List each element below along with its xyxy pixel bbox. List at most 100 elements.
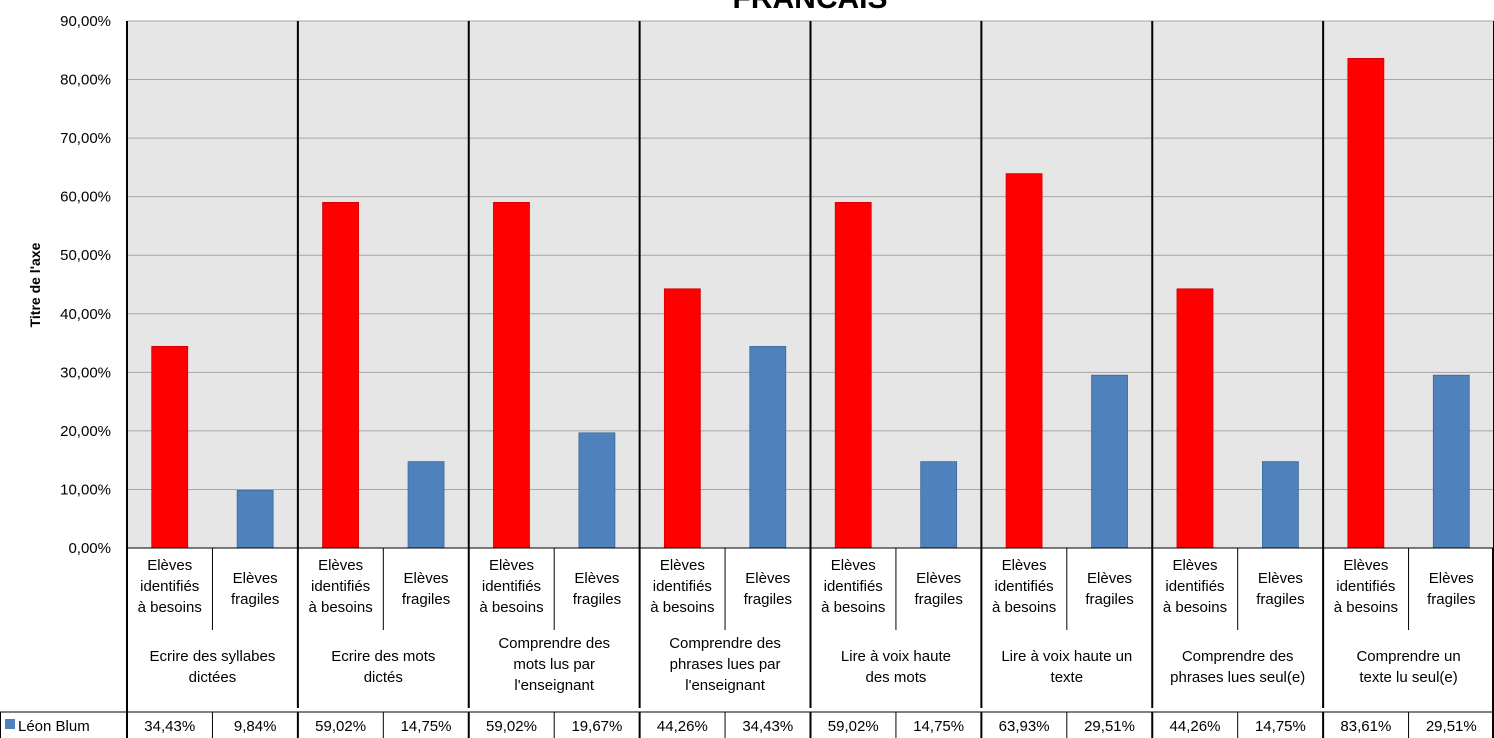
group-label: Lire à voix haute xyxy=(841,648,951,665)
subcategory-label: Elèves xyxy=(1002,557,1047,574)
bar-fragile xyxy=(920,461,958,549)
bar-fragile xyxy=(236,489,274,549)
subcategory-label: fragiles xyxy=(1427,591,1475,608)
y-axis: 0,00% 10,00% 20,00% 30,00% 40,00% 50,00% 60,00… xyxy=(60,13,111,557)
group-label: phrases lues par xyxy=(670,656,781,673)
subcategory-label: à besoins xyxy=(821,599,885,616)
group-label: dictées xyxy=(189,669,237,686)
legend-label: Léon Blum xyxy=(18,718,90,735)
y-tick-label: 0,00% xyxy=(68,540,111,557)
subcategory-label: Elèves xyxy=(318,557,363,574)
subcategory-label: fragiles xyxy=(573,591,621,608)
group-label: texte lu seul(e) xyxy=(1359,669,1457,686)
y-axis-title: Titre de l'axe xyxy=(27,242,43,327)
bar-identified xyxy=(322,202,359,549)
subcategory-label: identifiés xyxy=(653,578,712,595)
x-axis: Elèves identifiés à besoins Elèves fragiles E… xyxy=(126,547,1494,738)
bar-fragile xyxy=(749,345,787,549)
subcategory-label: Elèves xyxy=(404,570,449,587)
data-label: 59,02% xyxy=(486,718,537,735)
group-label: des mots xyxy=(866,669,927,686)
bar-identified xyxy=(663,288,701,549)
subcategory-label: à besoins xyxy=(1334,599,1398,616)
subcategory-label: identifiés xyxy=(1336,578,1395,595)
group-label: Comprendre des xyxy=(498,635,610,652)
group-label: mots lus par xyxy=(513,656,595,673)
subcategory-label: Elèves xyxy=(1429,570,1474,587)
subcategory-label: Elèves xyxy=(574,570,619,587)
y-tick-label: 30,00% xyxy=(60,364,111,381)
y-tick-label: 60,00% xyxy=(60,189,111,206)
bar-fragile xyxy=(407,461,445,549)
subcategory-label: fragiles xyxy=(744,591,792,608)
y-tick-label: 40,00% xyxy=(60,306,111,323)
data-label: 14,75% xyxy=(913,718,964,735)
group-label: texte xyxy=(1051,669,1084,686)
data-label: 59,02% xyxy=(828,718,879,735)
bar-identified xyxy=(151,345,189,549)
y-tick-label: 70,00% xyxy=(60,130,111,147)
subcategory-label: à besoins xyxy=(308,599,372,616)
data-label: 14,75% xyxy=(1255,718,1306,735)
subcategory-label: Elèves xyxy=(147,557,192,574)
data-label: 29,51% xyxy=(1084,718,1135,735)
group-label: Ecrire des mots xyxy=(331,648,435,665)
subcategory-label: Elèves xyxy=(489,557,534,574)
subcategory-label: à besoins xyxy=(992,599,1056,616)
data-label: 44,26% xyxy=(1170,718,1221,735)
group-label: phrases lues seul(e) xyxy=(1170,669,1305,686)
subcategory-label: à besoins xyxy=(1163,599,1227,616)
subcategory-label: identifiés xyxy=(824,578,883,595)
group-label: Comprendre un xyxy=(1356,648,1460,665)
subcategory-label: Elèves xyxy=(660,557,705,574)
bar-fragile xyxy=(1091,374,1128,549)
subcategory-label: fragiles xyxy=(402,591,450,608)
bar-identified xyxy=(1347,58,1385,549)
subcategory-label: Elèves xyxy=(1343,557,1388,574)
subcategory-label: à besoins xyxy=(138,599,202,616)
data-label: 83,61% xyxy=(1340,718,1391,735)
bar-fragile xyxy=(1262,461,1299,549)
bar-fragile xyxy=(578,432,616,549)
subcategory-label: Elèves xyxy=(916,570,961,587)
data-label: 9,84% xyxy=(234,718,277,735)
y-tick-label: 10,00% xyxy=(60,481,111,498)
group-label: Comprendre des xyxy=(1182,648,1294,665)
subcategory-label: identifiés xyxy=(1165,578,1224,595)
y-tick-label: 20,00% xyxy=(60,423,111,440)
data-label: 19,67% xyxy=(571,718,622,735)
bar-fragile xyxy=(1432,374,1470,549)
data-table: Léon Blum 34,43% 9,84% 59,02% 14,75% 59,02% 19… xyxy=(0,708,1494,738)
group-label: Ecrire des syllabes xyxy=(149,648,275,665)
bar-identified xyxy=(493,202,530,549)
y-tick-label: 50,00% xyxy=(60,247,111,264)
group-label: Lire à voix haute un xyxy=(1001,648,1132,665)
bar-identified xyxy=(834,202,872,549)
group-label: l'enseignant xyxy=(685,677,765,694)
subcategory-label: Elèves xyxy=(1087,570,1132,587)
subcategory-label: Elèves xyxy=(233,570,278,587)
subcategory-label: Elèves xyxy=(831,557,876,574)
subcategory-label: identifiés xyxy=(994,578,1053,595)
subcategory-label: identifiés xyxy=(311,578,370,595)
group-label: l'enseignant xyxy=(514,677,594,694)
bar-identified xyxy=(1005,173,1043,549)
data-label: 14,75% xyxy=(401,718,452,735)
subcategory-label: fragiles xyxy=(914,591,962,608)
legend-key xyxy=(5,719,15,729)
subcategory-label: fragiles xyxy=(1256,591,1304,608)
data-label: 44,26% xyxy=(657,718,708,735)
y-tick-label: 90,00% xyxy=(60,13,111,30)
chart-title: FRANCAIS xyxy=(733,0,888,15)
group-label: Comprendre des xyxy=(669,635,781,652)
subcategory-label: à besoins xyxy=(650,599,714,616)
subcategory-label: identifiés xyxy=(482,578,541,595)
data-label: 34,43% xyxy=(144,718,195,735)
data-label: 59,02% xyxy=(315,718,366,735)
subcategory-label: fragiles xyxy=(1085,591,1133,608)
subcategory-label: Elèves xyxy=(1172,557,1217,574)
subcategory-label: identifiés xyxy=(140,578,199,595)
bar-identified xyxy=(1176,288,1214,549)
y-tick-label: 80,00% xyxy=(60,72,111,89)
